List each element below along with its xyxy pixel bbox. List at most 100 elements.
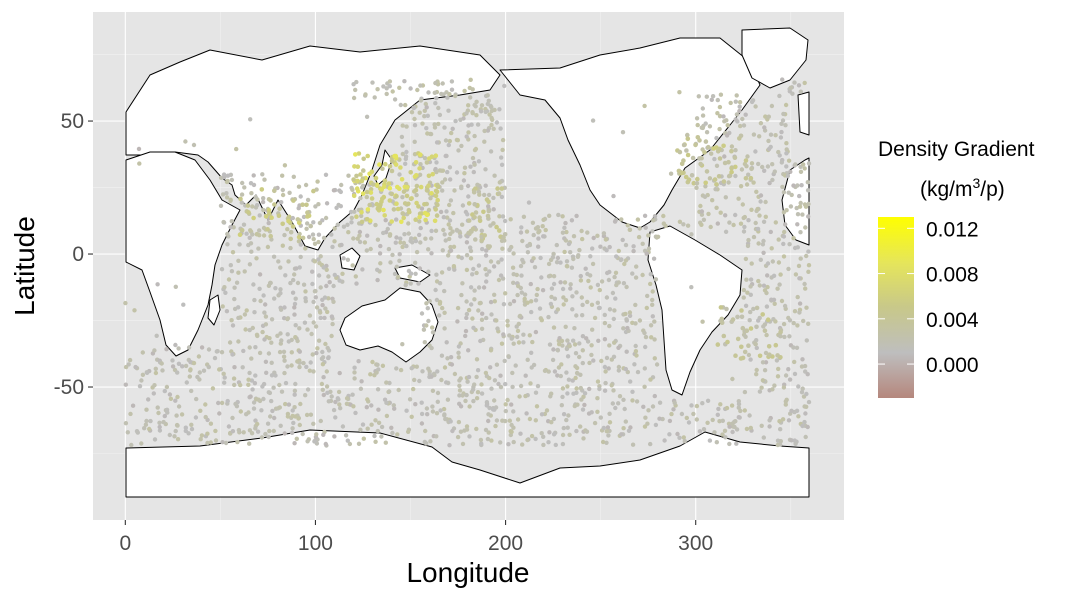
data-point bbox=[696, 94, 701, 99]
data-point bbox=[566, 413, 571, 418]
data-point bbox=[161, 419, 166, 425]
data-point-cluster bbox=[417, 166, 422, 171]
data-point-cluster bbox=[389, 219, 395, 224]
data-point bbox=[581, 436, 586, 441]
data-point bbox=[438, 408, 443, 413]
data-point bbox=[497, 214, 502, 219]
data-point bbox=[764, 304, 770, 309]
data-point bbox=[739, 167, 745, 172]
data-point bbox=[760, 360, 766, 365]
data-point bbox=[311, 236, 316, 242]
data-point bbox=[756, 241, 761, 246]
data-point bbox=[312, 439, 317, 444]
data-point bbox=[381, 230, 386, 236]
data-point bbox=[153, 370, 159, 376]
data-point bbox=[733, 212, 738, 218]
data-point bbox=[250, 204, 255, 209]
data-point bbox=[500, 137, 506, 143]
data-point bbox=[603, 237, 609, 242]
data-point bbox=[578, 278, 584, 283]
data-point bbox=[625, 223, 630, 228]
data-point bbox=[783, 102, 789, 108]
data-point bbox=[763, 214, 768, 219]
data-point bbox=[233, 401, 238, 407]
data-point bbox=[407, 397, 413, 402]
data-point bbox=[162, 413, 167, 419]
data-point bbox=[253, 418, 258, 423]
data-point bbox=[440, 248, 445, 253]
data-point-cluster bbox=[497, 228, 502, 233]
data-point bbox=[521, 214, 527, 219]
data-point bbox=[398, 240, 403, 245]
data-point bbox=[749, 207, 754, 212]
data-point bbox=[633, 275, 639, 280]
data-point bbox=[478, 109, 484, 114]
data-point bbox=[491, 195, 496, 201]
data-point bbox=[459, 143, 464, 149]
data-point bbox=[369, 403, 374, 408]
data-point bbox=[552, 296, 558, 301]
data-point bbox=[381, 84, 386, 89]
data-point bbox=[354, 281, 359, 286]
data-point-cluster bbox=[725, 339, 730, 345]
data-point bbox=[333, 399, 338, 405]
data-point bbox=[252, 381, 258, 386]
data-point bbox=[218, 203, 224, 208]
data-point bbox=[360, 267, 365, 272]
data-point bbox=[558, 280, 563, 285]
data-point bbox=[393, 240, 398, 245]
data-point bbox=[262, 337, 267, 342]
data-point bbox=[580, 313, 585, 318]
data-point-cluster bbox=[305, 214, 310, 219]
data-point bbox=[714, 440, 719, 445]
data-point bbox=[324, 384, 330, 389]
data-point bbox=[700, 106, 705, 111]
data-point bbox=[551, 325, 557, 330]
data-point bbox=[475, 368, 481, 373]
data-point bbox=[434, 411, 440, 416]
data-point-cluster bbox=[435, 197, 441, 203]
data-point bbox=[648, 441, 653, 447]
data-point bbox=[761, 238, 766, 244]
data-point bbox=[527, 333, 532, 338]
data-point bbox=[762, 368, 768, 373]
data-point bbox=[804, 391, 809, 397]
data-point bbox=[468, 95, 473, 100]
data-point bbox=[485, 128, 491, 133]
data-point bbox=[279, 338, 284, 343]
data-point bbox=[282, 305, 287, 310]
data-point bbox=[714, 163, 720, 168]
data-point bbox=[334, 205, 339, 210]
data-point-cluster bbox=[354, 214, 359, 219]
data-point bbox=[459, 255, 464, 261]
data-point-cluster bbox=[471, 189, 477, 195]
data-point bbox=[376, 420, 382, 425]
data-point bbox=[446, 253, 451, 258]
data-point bbox=[457, 378, 462, 383]
data-point bbox=[738, 408, 743, 414]
data-point bbox=[364, 248, 369, 253]
data-point bbox=[317, 220, 323, 226]
data-point bbox=[652, 393, 657, 399]
data-point bbox=[352, 376, 357, 381]
data-point-cluster bbox=[418, 184, 424, 190]
data-point bbox=[787, 318, 793, 323]
data-point bbox=[411, 105, 417, 111]
data-point bbox=[699, 222, 704, 227]
data-point bbox=[705, 398, 711, 403]
data-point bbox=[624, 349, 629, 354]
data-point bbox=[621, 281, 627, 286]
data-point bbox=[469, 302, 474, 307]
data-point bbox=[332, 272, 337, 278]
data-point bbox=[622, 261, 627, 267]
data-point bbox=[802, 281, 807, 287]
data-point bbox=[439, 353, 445, 358]
data-point bbox=[275, 333, 280, 338]
data-point bbox=[758, 199, 763, 204]
data-point bbox=[479, 326, 485, 331]
data-point bbox=[265, 421, 271, 426]
data-point bbox=[344, 396, 350, 401]
data-point bbox=[433, 228, 439, 233]
data-point bbox=[375, 428, 380, 434]
data-point bbox=[597, 305, 602, 311]
